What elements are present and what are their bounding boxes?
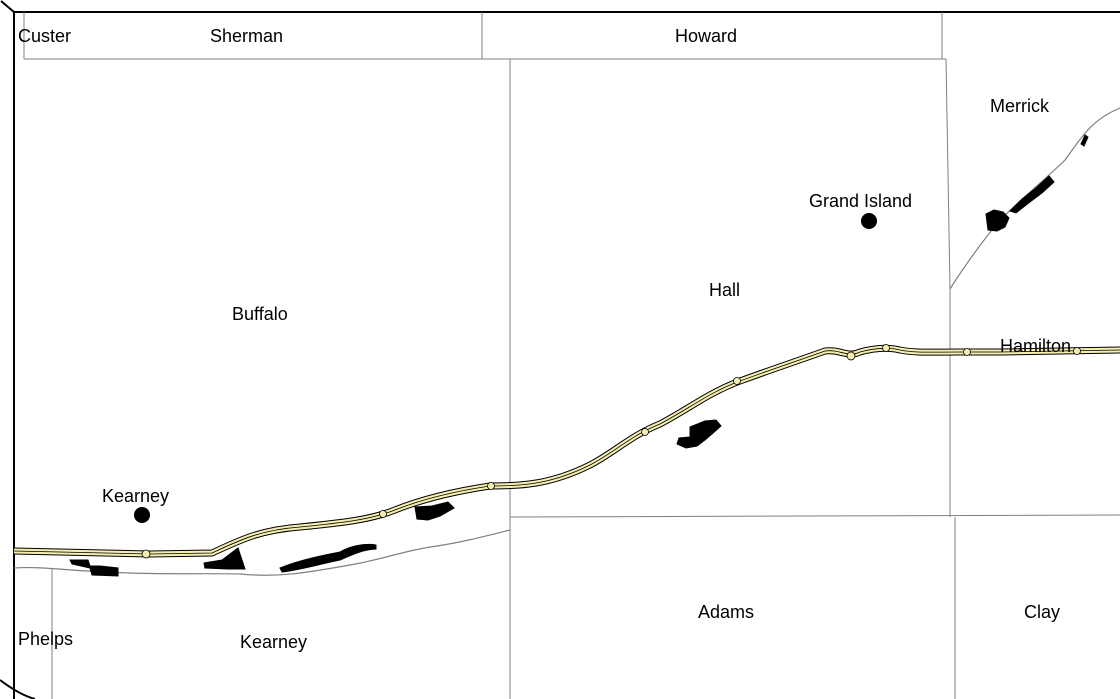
city-label-grand-island: Grand Island xyxy=(809,191,912,211)
interchange-marker xyxy=(641,428,649,436)
county-boundaries xyxy=(23,12,1120,699)
interchange-marker xyxy=(379,510,387,518)
county-label-sherman: Sherman xyxy=(210,26,283,46)
county-label-buffalo: Buffalo xyxy=(232,304,288,324)
interchange-marker xyxy=(733,377,741,385)
boundary-south-hall xyxy=(509,514,1120,518)
frame-corner-curve xyxy=(0,679,36,699)
platte-river-north xyxy=(949,107,1120,290)
urban-area xyxy=(203,547,246,570)
county-label-howard: Howard xyxy=(675,26,737,46)
frame-top-edge xyxy=(0,0,1120,13)
county-label-hall: Hall xyxy=(709,280,740,300)
interchange-marker xyxy=(846,351,856,361)
interstate-80 xyxy=(13,344,1120,559)
interchange-marker xyxy=(1073,347,1081,355)
boundary-hall-merrick xyxy=(945,58,951,290)
city-marker-kearney[interactable] xyxy=(134,507,150,523)
urban-area xyxy=(279,543,377,573)
interstate-outline xyxy=(13,344,1120,558)
interstate-fill xyxy=(13,345,1120,557)
rivers xyxy=(13,107,1120,576)
county-label-hamilton: Hamilton xyxy=(1000,336,1071,356)
interchange-marker xyxy=(141,549,151,559)
interchange-marker xyxy=(882,344,890,352)
city-labels: Grand Island Kearney xyxy=(102,191,912,506)
urban-area xyxy=(1080,134,1089,147)
urban-area xyxy=(676,419,722,449)
urban-area xyxy=(69,559,119,577)
county-labels: Custer Sherman Howard Merrick Buffalo Ha… xyxy=(18,26,1071,652)
county-label-adams: Adams xyxy=(698,602,754,622)
urban-area xyxy=(985,209,1010,232)
interstate-centerline xyxy=(13,347,1120,555)
city-label-kearney: Kearney xyxy=(102,486,169,506)
county-label-kearney: Kearney xyxy=(240,632,307,652)
urban-areas xyxy=(69,134,1089,577)
interchange-marker xyxy=(487,482,495,490)
urban-area xyxy=(1009,175,1055,214)
county-label-clay: Clay xyxy=(1024,602,1060,622)
urban-area xyxy=(414,501,455,521)
county-label-custer: Custer xyxy=(18,26,71,46)
county-label-phelps: Phelps xyxy=(18,629,73,649)
county-label-merrick: Merrick xyxy=(990,96,1050,116)
interchange-marker xyxy=(963,348,971,356)
city-marker-grand-island[interactable] xyxy=(861,213,877,229)
